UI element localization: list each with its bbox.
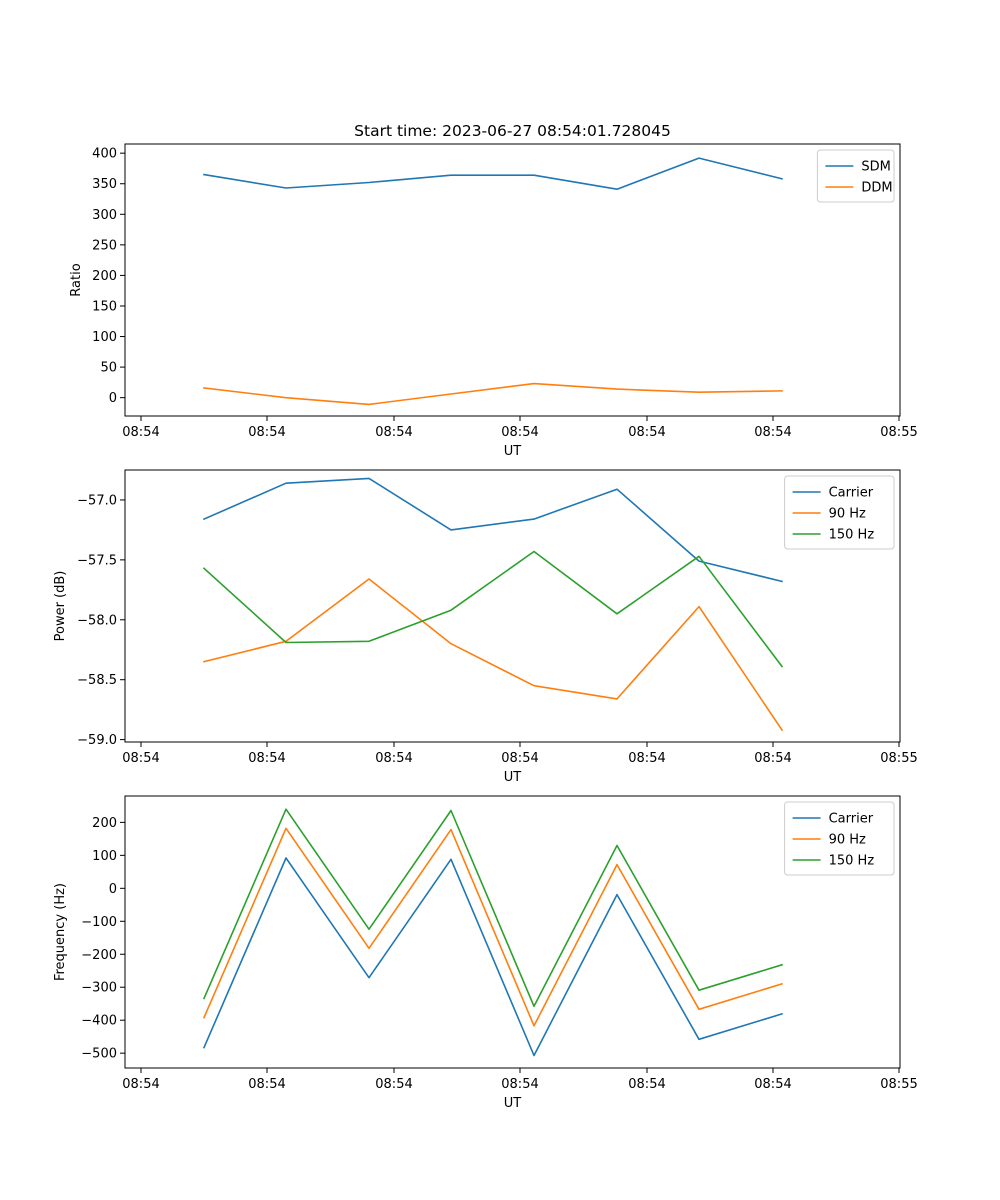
y-tick-label: 400: [92, 147, 117, 162]
y-tick-label: 200: [92, 816, 117, 831]
legend-label: 150 Hz: [829, 528, 875, 543]
x-tick-label: 08:54: [122, 751, 159, 766]
legend: Carrier 90 Hz 150 Hz: [784, 801, 895, 876]
legend-label: 150 Hz: [829, 854, 875, 869]
x-tick-label: 08:54: [501, 751, 538, 766]
y-tick-label: −100: [81, 915, 117, 930]
x-tick-label: 08:54: [501, 1077, 538, 1092]
legend-box: [784, 801, 895, 876]
y-tick-label: 150: [92, 299, 117, 314]
axes-frame: [124, 795, 901, 1069]
series-line-ddm: [203, 382, 783, 406]
axes-layer: 08:54 08:54 08:54 08:54 08:54 08:54 08:55 0 50 10…: [53, 143, 918, 1111]
y-tick-label: 50: [100, 361, 117, 376]
y-tick-label: 0: [109, 882, 117, 897]
y-axis-label: Power (dB): [53, 571, 68, 642]
x-axis-label: UT: [504, 444, 522, 459]
y-tick-label: 350: [92, 177, 117, 192]
x-tick-label: 08:54: [122, 425, 159, 440]
x-tick-label: 08:55: [880, 425, 917, 440]
x-tick-label: 08:55: [880, 1077, 917, 1092]
x-tick-label: 08:54: [122, 1077, 159, 1092]
y-tick-label: −200: [81, 948, 117, 963]
x-tick-label: 08:54: [628, 1077, 665, 1092]
legend-box: [816, 149, 895, 203]
x-tick-label: 08:54: [754, 751, 791, 766]
y-axis-label: Frequency (Hz): [53, 883, 68, 981]
x-tick-label: 08:54: [375, 425, 412, 440]
x-tick-label: 08:54: [628, 425, 665, 440]
y-tick-label: −57.0: [77, 493, 117, 508]
legend-box: [784, 475, 895, 550]
y-tick-label: 100: [92, 330, 117, 345]
chart-panel-2: 08:54 08:54 08:54 08:54 08:54 08:54 08:55 −57.0…: [53, 469, 918, 785]
y-tick-label: 300: [92, 208, 117, 223]
y-tick-label: 250: [92, 238, 117, 253]
x-tick-label: 08:54: [375, 751, 412, 766]
legend: SDM DDM: [816, 149, 895, 203]
legend-label: 90 Hz: [829, 507, 866, 522]
x-tick-label: 08:54: [628, 751, 665, 766]
legend-label: 90 Hz: [829, 833, 866, 848]
chart-panel-1: 08:54 08:54 08:54 08:54 08:54 08:54 08:55 0 50 10…: [69, 143, 918, 459]
y-tick-label: 0: [109, 391, 117, 406]
x-tick-label: 08:54: [248, 425, 285, 440]
x-tick-label: 08:54: [248, 1077, 285, 1092]
x-tick-label: 08:54: [754, 1077, 791, 1092]
y-tick-label: −400: [81, 1014, 117, 1029]
x-axis-label: UT: [504, 1096, 522, 1111]
legend-label: SDM: [861, 160, 890, 175]
series-line-sdm: [203, 157, 783, 190]
axes-frame: [124, 469, 901, 743]
y-tick-label: 100: [92, 849, 117, 864]
series-line-150-hz: [202, 550, 784, 668]
y-tick-label: −59.0: [77, 733, 117, 748]
series-line-carrier: [202, 857, 783, 1057]
y-tick-label: −58.5: [77, 673, 117, 688]
legend: Carrier 90 Hz 150 Hz: [784, 475, 895, 550]
figure-title: Start time: 2023-06-27 08:54:01.728045: [354, 122, 671, 140]
y-tick-label: −500: [81, 1047, 117, 1062]
legend-label: Carrier: [829, 812, 874, 827]
x-tick-label: 08:54: [248, 751, 285, 766]
series-line-90-hz: [203, 578, 784, 732]
y-tick-label: −58.0: [77, 613, 117, 628]
series-line-150-hz: [202, 808, 783, 1008]
y-tick-label: −57.5: [77, 553, 117, 568]
y-tick-label: 200: [92, 269, 117, 284]
legend-label: DDM: [861, 181, 892, 196]
chart-panel-3: 08:54 08:54 08:54 08:54 08:54 08:54 08:55 200 10…: [53, 795, 918, 1111]
series-line-90-hz: [202, 827, 783, 1027]
x-tick-label: 08:54: [375, 1077, 412, 1092]
x-tick-label: 08:55: [880, 751, 917, 766]
y-axis-label: Ratio: [69, 263, 84, 296]
series-line-carrier: [202, 477, 783, 583]
x-tick-label: 08:54: [501, 425, 538, 440]
legend-label: Carrier: [829, 486, 874, 501]
y-tick-label: −300: [81, 981, 117, 996]
x-tick-label: 08:54: [754, 425, 791, 440]
axes-frame: [124, 143, 901, 417]
x-axis-label: UT: [504, 770, 522, 785]
